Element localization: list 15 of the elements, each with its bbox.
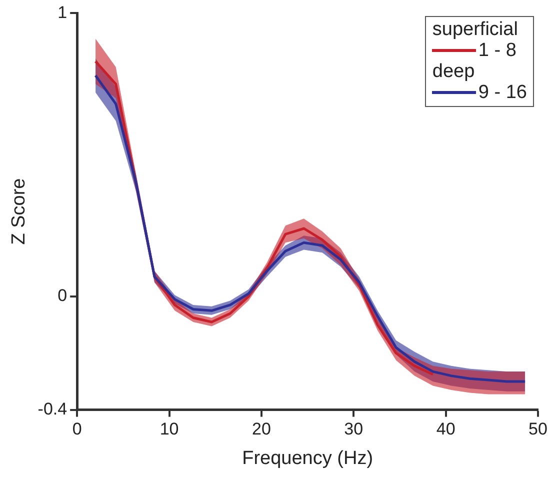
annotation: superficial [432,19,519,40]
x-axis-title: Frequency (Hz) [242,448,374,469]
x-tick-label: 30 [344,420,364,439]
x-tick-label: 10 [160,420,179,439]
x-tick-label: 40 [436,420,456,439]
y-tick-label: 0 [58,286,68,306]
x-tick-label: 20 [252,420,271,439]
legend-label: 9 - 16 [478,82,527,103]
legend-label: 1 - 8 [478,40,516,61]
x-tick-label: 0 [72,420,82,439]
y-tick-label: -0.4 [38,399,68,418]
x-tick-label: 50 [528,420,548,439]
y-tick-label: 1 [58,2,68,22]
y-axis-title: Z Score [8,178,30,245]
annotation: deep [432,61,476,82]
